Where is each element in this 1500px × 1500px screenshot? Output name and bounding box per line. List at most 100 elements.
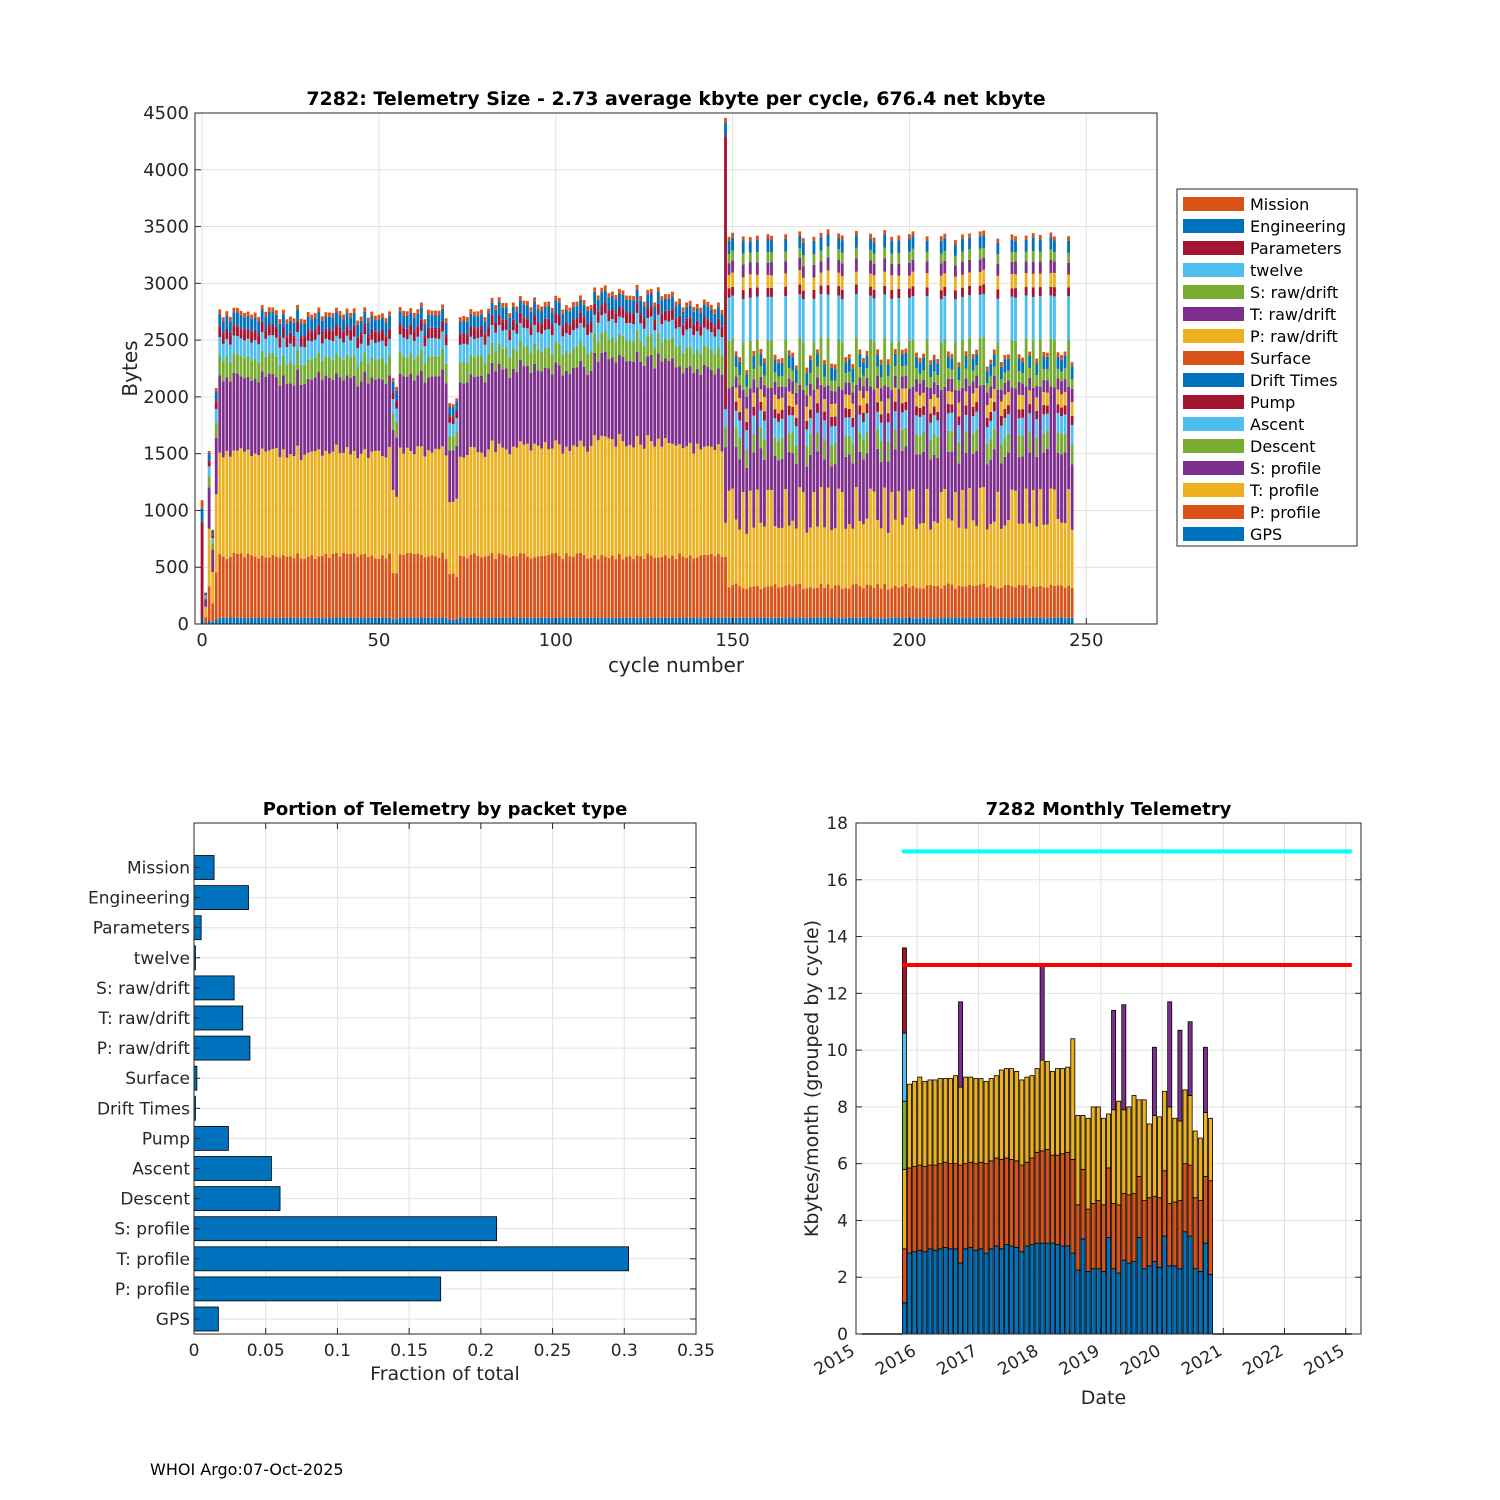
bar-segment: [267, 353, 271, 374]
monthly-bar-segment: [1039, 965, 1045, 1061]
bar-segment: [211, 622, 215, 624]
bar-segment: [794, 426, 798, 446]
bar-segment: [808, 359, 812, 373]
monthly-bar-segment: [947, 1248, 953, 1335]
bar-segment: [770, 489, 773, 587]
monthly-bar-segment: [1055, 1154, 1060, 1245]
bar-segment: [635, 284, 639, 290]
bar-segment: [398, 447, 402, 555]
bar-segment: [1031, 340, 1035, 388]
bar-segment: [748, 490, 752, 588]
bar-segment: [780, 587, 784, 618]
monthly-bar-segment: [1065, 1066, 1071, 1153]
monthly-bar-segment: [1039, 1242, 1045, 1335]
bar-segment: [289, 383, 292, 455]
bar-segment: [847, 417, 851, 436]
bar-segment: [596, 617, 600, 624]
bar-segment: [646, 318, 650, 337]
bar-segment: [518, 340, 522, 361]
bar-segment: [1010, 288, 1014, 297]
bar-segment: [929, 618, 933, 624]
bar-segment: [646, 289, 650, 295]
bar-segment: [702, 446, 706, 555]
bar-segment: [607, 557, 611, 618]
bar-segment: [649, 307, 653, 317]
bar-segment: [511, 321, 515, 331]
bar-segment: [381, 313, 384, 318]
bar-segment: [649, 293, 653, 306]
bar-segment: [692, 307, 696, 312]
bar-segment: [794, 463, 798, 529]
bar-segment: [278, 557, 282, 618]
bar-segment: [1017, 381, 1021, 395]
bar-segment: [872, 242, 876, 254]
monthly-bar-segment: [1151, 1115, 1157, 1197]
bar-segment: [282, 555, 285, 618]
bar-segment: [992, 354, 996, 367]
bar-segment: [476, 327, 480, 330]
bar-segment: [1042, 414, 1046, 434]
category-label: Parameters: [93, 919, 190, 939]
bar-segment: [759, 448, 763, 523]
bar-segment: [791, 432, 795, 454]
bar-segment: [522, 317, 526, 319]
bar-segment: [985, 464, 989, 530]
bar-segment: [1017, 418, 1021, 436]
monthly-bar-segment: [902, 1248, 907, 1304]
bar-segment: [755, 235, 759, 241]
bar-segment: [243, 357, 246, 379]
y-tick-label: 1000: [143, 500, 189, 521]
bar-segment: [522, 327, 526, 347]
bar-segment: [847, 359, 851, 372]
bar-segment: [738, 357, 742, 362]
bar-segment: [522, 346, 526, 367]
bar-segment: [331, 359, 335, 381]
bar-segment: [798, 385, 802, 488]
bar-segment: [568, 325, 572, 335]
chart-title: 7282: Telemetry Size - 2.73 average kbyt…: [306, 88, 1045, 110]
x-tick-label: 50: [367, 630, 390, 651]
bar-segment: [833, 464, 837, 529]
bar-segment: [423, 363, 427, 383]
portion-bar: [193, 1156, 272, 1181]
bar-segment: [653, 446, 657, 558]
bar-segment: [915, 368, 918, 380]
bar-segment: [872, 491, 876, 589]
bar-segment: [267, 618, 271, 624]
bar-segment: [883, 487, 887, 585]
bar-segment: [946, 518, 950, 584]
bar-segment: [469, 309, 473, 314]
legend-label: twelve: [1250, 261, 1303, 280]
bar-segment: [971, 354, 975, 359]
bar-segment: [458, 617, 462, 624]
bar-segment: [395, 386, 399, 391]
bar-segment: [734, 447, 738, 520]
bar-segment: [918, 357, 922, 363]
bar-segment: [1007, 618, 1010, 624]
bar-segment: [557, 298, 561, 303]
bar-segment: [593, 287, 597, 292]
bar-segment: [465, 335, 469, 345]
bar-segment: [1003, 585, 1007, 618]
bar-segment: [289, 556, 292, 619]
bar-segment: [1038, 239, 1042, 252]
bar-segment: [434, 556, 437, 619]
bar-segment: [678, 315, 681, 318]
monthly-bar-segment: [1151, 1195, 1157, 1263]
category-label: twelve: [134, 949, 190, 969]
bar-segment: [660, 300, 664, 314]
bar-segment: [770, 252, 773, 263]
bar-segment: [398, 311, 402, 324]
bar-segment: [342, 552, 345, 618]
bar-segment: [1010, 239, 1014, 253]
monthly-bar-segment: [988, 1248, 994, 1335]
bar-segment: [787, 354, 791, 368]
bar-segment: [250, 360, 254, 381]
bar-segment: [922, 406, 925, 415]
bar-segment: [572, 306, 575, 320]
bar-segment: [423, 335, 427, 338]
bar-segment: [504, 320, 508, 330]
bar-segment: [908, 251, 911, 263]
bar-segment: [550, 374, 554, 449]
bar-segment: [720, 310, 724, 315]
